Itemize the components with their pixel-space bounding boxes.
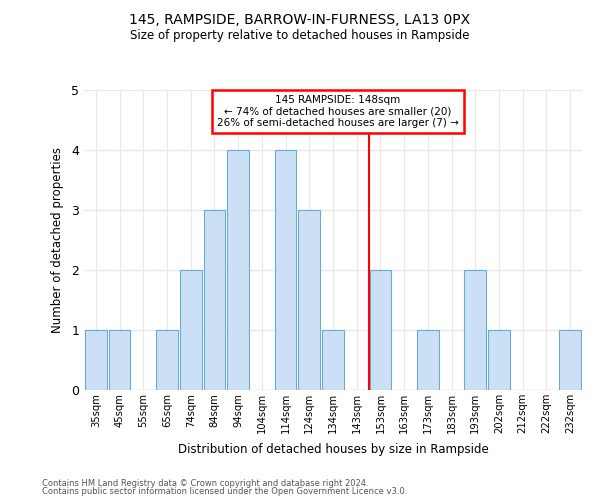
Bar [488,330,510,390]
Bar [370,270,391,390]
Text: 145, RAMPSIDE, BARROW-IN-FURNESS, LA13 0PX: 145, RAMPSIDE, BARROW-IN-FURNESS, LA13 0… [130,12,470,26]
Text: Contains HM Land Registry data © Crown copyright and database right 2024.: Contains HM Land Registry data © Crown c… [42,478,368,488]
Text: Distribution of detached houses by size in Rampside: Distribution of detached houses by size … [178,442,488,456]
Bar [275,150,296,390]
Bar [156,330,178,390]
Bar [203,210,226,390]
Bar [559,330,581,390]
Bar [180,270,202,390]
Text: Size of property relative to detached houses in Rampside: Size of property relative to detached ho… [130,29,470,42]
Bar [464,270,486,390]
Bar [417,330,439,390]
Bar [227,150,249,390]
Text: Contains public sector information licensed under the Open Government Licence v3: Contains public sector information licen… [42,487,407,496]
Text: 145 RAMPSIDE: 148sqm
← 74% of detached houses are smaller (20)
26% of semi-detac: 145 RAMPSIDE: 148sqm ← 74% of detached h… [217,95,458,128]
Bar [322,330,344,390]
Bar [298,210,320,390]
Y-axis label: Number of detached properties: Number of detached properties [51,147,64,333]
Bar [85,330,107,390]
Bar [109,330,130,390]
